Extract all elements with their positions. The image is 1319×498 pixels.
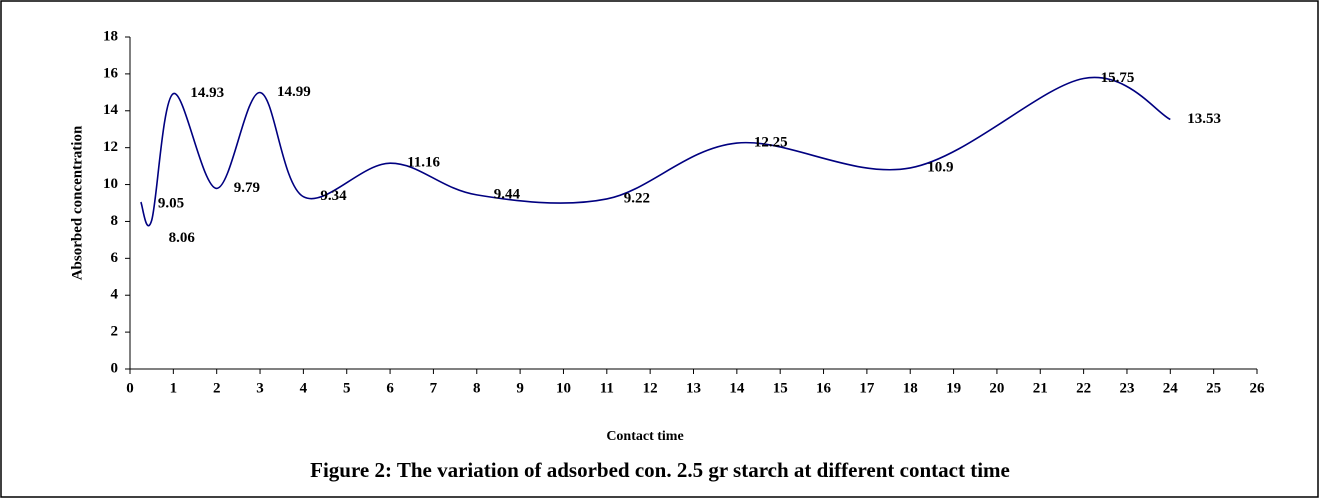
data-label: 11.16 [407, 155, 440, 171]
x-tick-label: 5 [343, 380, 351, 396]
data-label: 9.79 [234, 180, 260, 196]
data-label: 9.05 [158, 196, 184, 212]
data-label: 14.99 [277, 84, 311, 100]
x-tick-label: 4 [300, 380, 308, 396]
y-tick-label: 2 [111, 324, 119, 340]
y-tick-label: 0 [111, 360, 119, 376]
x-tick-label: 16 [816, 380, 832, 396]
line [140, 76, 1171, 227]
x-tick-label: 6 [386, 380, 394, 396]
x-tick-label: 7 [430, 380, 438, 396]
y-tick-label: 14 [103, 102, 119, 118]
y-axis-title: Absorbed concentration [69, 125, 85, 280]
data-label: 14.93 [190, 85, 224, 101]
y-tick-label: 16 [103, 65, 119, 81]
y-tick-label: 8 [111, 213, 119, 229]
x-tick-label: 20 [989, 380, 1004, 396]
data-label: 9.44 [494, 186, 521, 202]
x-tick-label: 1 [170, 380, 178, 396]
x-tick-label: 15 [773, 380, 788, 396]
x-tick-label: 8 [473, 380, 481, 396]
x-tick-label: 24 [1163, 380, 1179, 396]
y-tick-label: 6 [111, 250, 119, 266]
data-label: 12.25 [754, 134, 788, 150]
x-axis-title: Contact time [606, 429, 683, 444]
x-tick-label: 22 [1076, 380, 1091, 396]
caption: Figure 2: The variation of adsorbed con.… [310, 458, 1010, 482]
x-tick-label: 26 [1250, 380, 1266, 396]
x-tick-label: 21 [1033, 380, 1048, 396]
y-tick-label: 18 [103, 28, 118, 44]
x-tick-label: 23 [1119, 380, 1134, 396]
x-tick-label: 13 [686, 380, 701, 396]
x-tick-label: 10 [556, 380, 571, 396]
x-tick-label: 25 [1206, 380, 1221, 396]
x-tick-label: 2 [213, 380, 221, 396]
x-tick-label: 19 [946, 380, 961, 396]
data-label: 10.9 [927, 159, 953, 175]
data-label: 9.34 [320, 188, 347, 204]
x-tick-label: 12 [643, 380, 658, 396]
data-label: 15.75 [1101, 70, 1135, 86]
x-tick-label: 3 [256, 380, 264, 396]
data-label: 13.53 [1187, 111, 1221, 127]
x-tick-label: 18 [903, 380, 918, 396]
data-label: 9.22 [624, 190, 650, 206]
data-label: 8.06 [169, 230, 196, 246]
x-tick-label: 11 [600, 380, 614, 396]
x-tick-label: 9 [516, 380, 524, 396]
x-tick-label: 17 [859, 380, 875, 396]
x-tick-label: 14 [729, 380, 745, 396]
y-tick-label: 10 [103, 176, 118, 192]
y-tick-label: 12 [103, 139, 118, 155]
y-tick-label: 4 [111, 287, 119, 303]
x-tick-label: 0 [126, 380, 134, 396]
